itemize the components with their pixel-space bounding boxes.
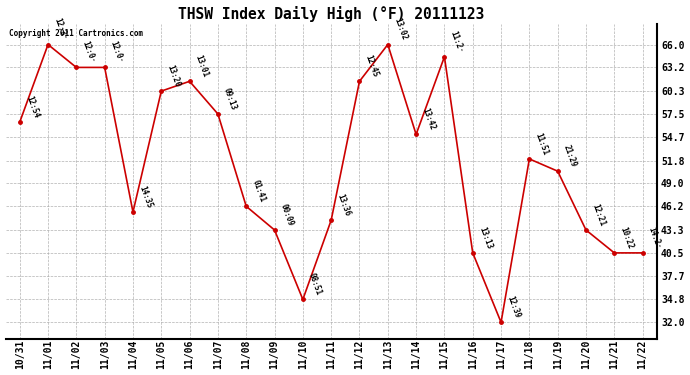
Text: 13:02: 13:02: [392, 17, 408, 42]
Text: 14:35: 14:35: [137, 184, 153, 209]
Text: 12:45: 12:45: [364, 54, 380, 78]
Text: 09:13: 09:13: [222, 86, 239, 111]
Text: 01:41: 01:41: [250, 179, 267, 204]
Text: 14:2·: 14:2·: [647, 225, 663, 250]
Text: 10:22: 10:22: [618, 225, 635, 250]
Text: 08:51: 08:51: [307, 272, 324, 297]
Text: 12:54: 12:54: [24, 94, 40, 119]
Text: 11:51: 11:51: [533, 131, 550, 156]
Text: 13:36: 13:36: [335, 193, 352, 217]
Text: 12:0·: 12:0·: [109, 40, 125, 64]
Text: 13:42: 13:42: [420, 107, 437, 132]
Text: 12:0·: 12:0·: [81, 40, 97, 64]
Text: 13:13: 13:13: [477, 225, 493, 250]
Text: 00:09: 00:09: [279, 202, 295, 227]
Text: 13:20: 13:20: [166, 63, 182, 88]
Text: 11:2·: 11:2·: [448, 29, 465, 54]
Text: 12:3·: 12:3·: [52, 17, 68, 42]
Text: 21:29: 21:29: [562, 144, 578, 168]
Title: THSW Index Daily High (°F) 20111123: THSW Index Daily High (°F) 20111123: [178, 6, 484, 21]
Text: Copyright 2011 Cartronics.com: Copyright 2011 Cartronics.com: [9, 29, 143, 38]
Text: 13:01: 13:01: [194, 54, 210, 78]
Text: 12:39: 12:39: [505, 295, 522, 320]
Text: 12:21: 12:21: [590, 202, 607, 227]
